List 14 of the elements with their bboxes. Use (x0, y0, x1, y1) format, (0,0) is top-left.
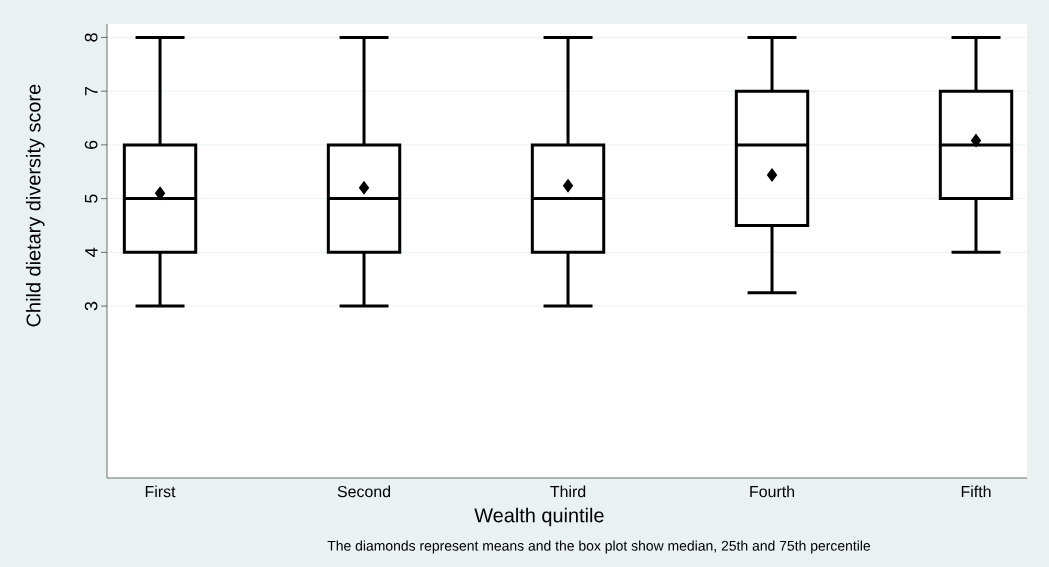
x-tick-label: Fourth (750, 485, 795, 498)
y-tick-label: 7 (85, 87, 98, 96)
x-axis-title: Wealth quintile (474, 507, 604, 527)
y-tick-label: 4 (85, 247, 98, 257)
x-tick-label: Fifth (961, 485, 991, 498)
y-tick-label: 6 (84, 140, 98, 149)
x-tick-label: Third (550, 485, 586, 498)
y-tick-label: 3 (84, 301, 98, 311)
y-tick-label: 5 (84, 194, 98, 203)
x-tick-label: First (145, 485, 176, 498)
y-axis-title: Child dietary diversity score (25, 84, 45, 327)
x-tick-label: Second (337, 485, 391, 498)
y-tick-label: 8 (84, 33, 98, 42)
text: The diamonds represent means and the box plot show median, 25th and 75th percentile (327, 540, 871, 554)
